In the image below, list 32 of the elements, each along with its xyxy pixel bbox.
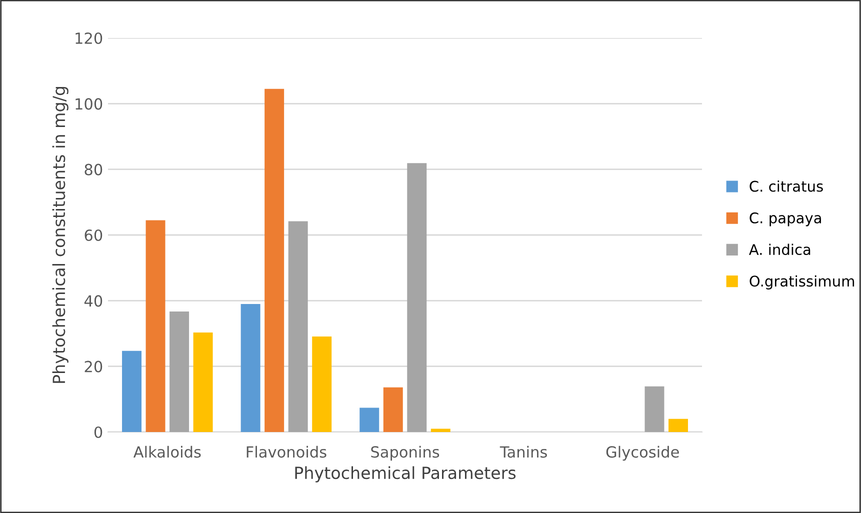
- x-tick-label: Glycoside: [606, 446, 679, 461]
- bar: [193, 332, 213, 432]
- x-tick-label: Tanins: [500, 446, 547, 458]
- legend-label: A. indica: [748, 244, 810, 256]
- x-tick-label: Alkaloids: [133, 446, 201, 458]
- bar: [264, 88, 284, 432]
- y-axis-title: Phytochemical constituents in mg/g: [52, 86, 68, 383]
- legend-label: C. papaya: [750, 212, 821, 226]
- bar: [170, 312, 190, 432]
- legend-label: C. citratus: [750, 180, 823, 192]
- x-tick-label: Saponins: [371, 446, 440, 461]
- bar: [668, 418, 688, 432]
- x-axis-title: Phytochemical Parameters: [295, 466, 516, 482]
- y-tick-label: 20: [84, 360, 102, 372]
- legend-label: O.gratissimum: [750, 275, 854, 290]
- bar: [288, 221, 308, 432]
- bar: [407, 163, 427, 432]
- bar: [644, 386, 664, 432]
- y-tick-label: 0: [94, 426, 102, 438]
- y-tick-label: 80: [84, 164, 102, 176]
- x-tick-label: Flavonoids: [246, 446, 326, 458]
- bar: [122, 350, 142, 432]
- bar: [383, 387, 403, 432]
- bar: [360, 408, 380, 432]
- bar: [430, 428, 450, 432]
- y-tick-label: 40: [84, 295, 102, 307]
- bar: [146, 220, 166, 432]
- y-tick-label: 60: [84, 229, 102, 242]
- y-tick-label: 100: [76, 98, 102, 110]
- y-tick-label: 120: [76, 32, 102, 44]
- bar: [312, 336, 332, 432]
- bar: [240, 304, 260, 432]
